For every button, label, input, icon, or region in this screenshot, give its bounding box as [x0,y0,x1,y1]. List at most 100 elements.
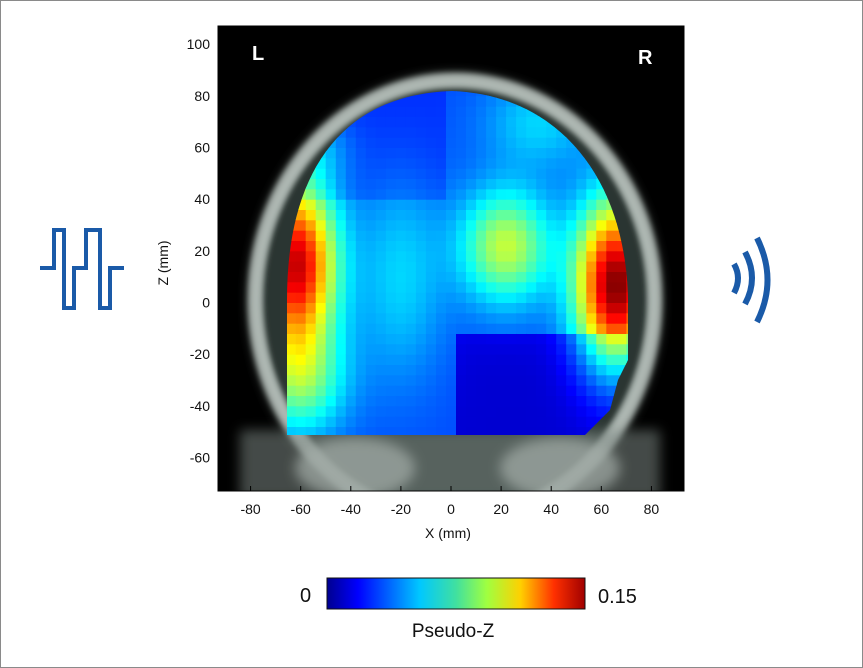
heatmap-cell [506,230,517,241]
heatmap-cell [375,312,387,324]
heatmap-cell [506,426,517,435]
heatmap-cell [616,343,627,355]
heatmap-cell [516,230,527,241]
heatmap-cell [526,426,537,435]
heatmap-cell [365,343,377,355]
heatmap-cell [486,95,497,107]
heatmap-cell [365,219,377,231]
heatmap-cell [355,333,367,345]
heatmap-cell [506,302,517,314]
heatmap-cell [436,261,447,272]
heatmap-cell [287,292,297,303]
heatmap-cell [405,323,417,334]
heatmap-cell [295,364,307,376]
heatmap-cell [596,395,607,407]
heatmap-cell [556,219,567,231]
heatmap-cell [405,137,417,148]
x-axis: -80 -60 -40 -20 0 20 40 60 80 [240,486,659,517]
heatmap-cell [546,137,557,148]
heatmap-cell [436,126,447,138]
heatmap-cell [436,405,447,417]
heatmap-cell [436,137,447,148]
heatmap-cell [546,333,557,345]
heatmap-cell [415,312,427,324]
heatmap-cell [526,199,537,210]
heatmap-cell [516,209,527,221]
heatmap-cell [596,312,607,324]
heatmap-cell [606,354,617,365]
heatmap-cell [385,343,397,355]
heatmap-cell [486,188,497,200]
heatmap-cell [576,209,587,221]
heatmap-cell [486,343,497,355]
heatmap-cell [576,364,587,376]
heatmap-cell [476,302,487,314]
heatmap-cell [436,91,447,97]
heatmap-cell [335,178,347,190]
heatmap-cell [415,219,427,231]
heatmap-cell [486,168,497,179]
heatmap-cell [606,230,617,241]
heatmap-cell [576,302,587,314]
heatmap-cell [395,230,407,241]
heatmap-cell [335,416,347,427]
heatmap-cell [405,188,417,200]
heatmap-cell [576,292,587,303]
square-wave-icon [40,228,124,310]
heatmap-cell [566,188,577,200]
heatmap-cell [405,157,417,169]
heatmap-cell [566,281,577,293]
heatmap-cell [385,219,397,231]
heatmap-cell [345,302,357,314]
heatmap-cell [486,157,497,169]
heatmap-cell [385,292,397,303]
heatmap-cell [325,188,337,200]
heatmap-cell [305,343,317,355]
heatmap-cell [345,281,357,293]
heatmap-cell [516,292,527,303]
heatmap-cell [546,271,557,283]
heatmap-cell [425,333,437,345]
heatmap-cell [345,188,357,200]
heatmap-cell [506,147,517,159]
heatmap-cell [566,416,577,427]
heatmap-cell [295,240,307,252]
heatmap-cell [506,137,517,148]
heatmap-cell [506,188,517,200]
heatmap-cell [405,147,417,159]
heatmap-cell [436,323,447,334]
heatmap-cell [446,116,457,128]
heatmap-cell [425,323,437,334]
heatmap-cell [496,426,507,435]
heatmap-cell [395,240,407,252]
heatmap-cell [496,292,507,303]
heatmap-cell [466,426,477,435]
heatmap-cell [355,374,367,386]
heatmap-cell [466,416,477,427]
heatmap-cell [516,126,527,138]
heatmap-cell [295,302,307,314]
heatmap-cell [476,209,487,221]
heatmap-cell [526,323,537,334]
heatmap-cell [546,147,557,159]
heatmap-cell [586,364,597,376]
heatmap-cell [425,343,437,355]
heatmap-cell [556,395,567,407]
y-tick-label: -20 [190,346,210,362]
heatmap-cell [395,385,407,396]
heatmap-cell [496,157,507,169]
heatmap-cell [375,250,387,262]
heatmap-cell [566,405,577,417]
heatmap-cell [626,323,628,334]
heatmap-cell [506,312,517,324]
heatmap-cell [586,261,597,272]
heatmap-cell [365,106,377,117]
heatmap-cell [446,385,457,396]
heatmap-cell [546,416,557,427]
heatmap-cell [506,416,517,427]
heatmap-cell [456,405,467,417]
heatmap-cell [576,168,587,179]
heatmap-cell [466,354,477,365]
heatmap-cell [355,302,367,314]
heatmap-cell [586,281,597,293]
